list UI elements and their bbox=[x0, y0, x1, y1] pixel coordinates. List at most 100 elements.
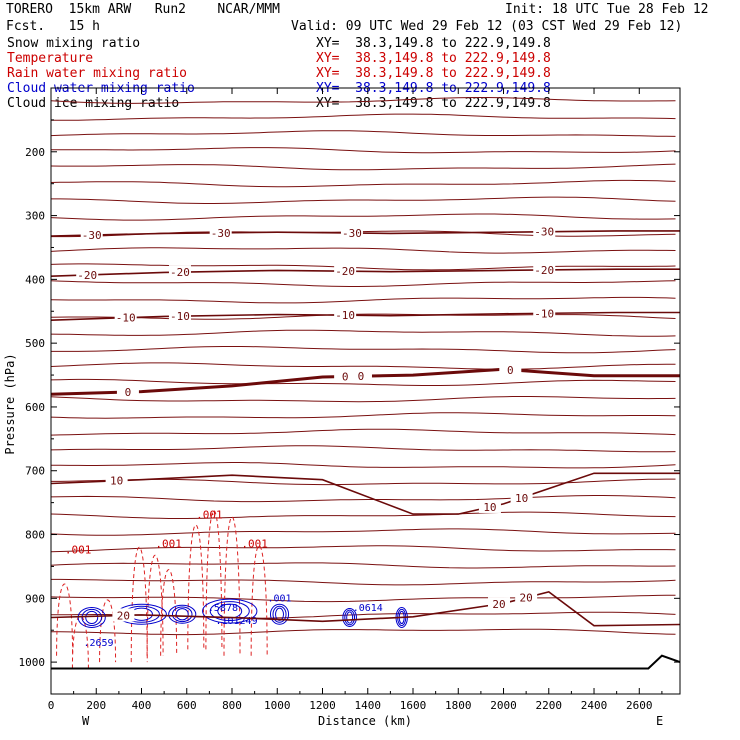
cloud-water-label: .5878 bbox=[208, 603, 238, 614]
legend-temperature-label: Temperature bbox=[7, 51, 94, 66]
isotherm-label-bg bbox=[533, 262, 556, 276]
isotherm-label: 0 bbox=[358, 370, 365, 383]
isotherm-label: 10 bbox=[110, 475, 123, 488]
cloud-water-label: .0614 bbox=[353, 603, 383, 614]
x-tick-label: 2600 bbox=[626, 699, 653, 712]
rain-water-contour bbox=[223, 516, 241, 656]
rain-water-contour bbox=[71, 615, 89, 669]
isotherm-label-bg bbox=[168, 265, 191, 279]
rain-water-contour bbox=[146, 555, 164, 656]
theta-contour-line bbox=[50, 428, 676, 436]
isotherm-label-bg bbox=[105, 473, 128, 487]
cloud-water-contour bbox=[171, 606, 193, 623]
theta-contour-line bbox=[50, 412, 676, 419]
isotherm-label: 20 bbox=[492, 598, 505, 611]
rain-water-contour bbox=[187, 524, 205, 650]
theta-contour-line bbox=[50, 362, 676, 370]
theta-contour-line bbox=[50, 263, 676, 271]
theta-contour-line bbox=[50, 511, 676, 519]
cloud-water-contour bbox=[209, 601, 250, 622]
theta-contour-line bbox=[50, 329, 676, 337]
rain-water-label: .001 bbox=[155, 537, 182, 550]
theta-contour-line bbox=[50, 213, 676, 221]
isotherm-label-bg bbox=[209, 225, 232, 239]
surface-terrain-line bbox=[51, 654, 681, 670]
isotherm-label-bg bbox=[487, 597, 510, 611]
rain-water-contour bbox=[99, 599, 117, 663]
isotherm-label-bg bbox=[114, 310, 137, 324]
isotherm-label-bg bbox=[499, 362, 522, 376]
x-tick-label: 1400 bbox=[355, 699, 382, 712]
isotherm-label-bg bbox=[80, 228, 103, 242]
cloud-water-label: .001 bbox=[267, 594, 291, 605]
theta-contour-line bbox=[50, 594, 676, 603]
x-tick-label: 1000 bbox=[264, 699, 291, 712]
rain-water-contour bbox=[250, 545, 268, 656]
isotherm-label: 0 bbox=[342, 370, 349, 383]
cloud-water-contour bbox=[202, 598, 258, 624]
isotherm-label: 20 bbox=[117, 609, 130, 622]
x-tick-label: 2200 bbox=[536, 699, 563, 712]
legend-rain-label: Rain water mixing ratio bbox=[7, 66, 188, 81]
isotherm-label: 0 bbox=[125, 386, 132, 399]
cloud-water-contour bbox=[342, 607, 357, 627]
x-tick-label: 800 bbox=[222, 699, 242, 712]
plot-frame bbox=[50, 87, 681, 695]
x-tick-label: 600 bbox=[177, 699, 197, 712]
x-tick-label: 400 bbox=[132, 699, 152, 712]
isotherm-label-bg bbox=[76, 267, 99, 281]
forecast-hour: Fcst. 15 h bbox=[6, 19, 100, 34]
theta-contour-line bbox=[50, 280, 676, 287]
isotherm-label-bg bbox=[515, 590, 538, 604]
isotherm-label: -10 bbox=[534, 307, 554, 320]
cloud-water-contour bbox=[85, 610, 99, 625]
isotherm-label: 0 bbox=[507, 364, 514, 377]
cloud-water-contour bbox=[275, 607, 285, 621]
isotherm-label-bg bbox=[533, 224, 556, 238]
isotherm-label: 20 bbox=[520, 592, 533, 605]
theta-contour-line bbox=[50, 179, 676, 188]
model-run-title: TORERO 15km ARW Run2 NCAR/MMM bbox=[6, 2, 280, 17]
isotherm-label-bg bbox=[334, 264, 357, 278]
theta-contour-line bbox=[50, 147, 676, 154]
rain-water-label: .001 bbox=[241, 537, 268, 550]
isotherm-line bbox=[50, 230, 680, 237]
theta-contour-line bbox=[50, 313, 676, 320]
theta-contour-line bbox=[50, 163, 676, 171]
theta-contour-line bbox=[50, 396, 676, 403]
rain-water-label: .001 bbox=[196, 509, 223, 522]
y-tick-label: 900 bbox=[25, 592, 45, 605]
theta-contour-line bbox=[50, 97, 676, 104]
isotherm-label-bg bbox=[168, 309, 191, 323]
valid-time: Valid: 09 UTC Wed 29 Feb 12 (03 CST Wed … bbox=[291, 19, 683, 34]
isotherm-label-bg bbox=[340, 226, 363, 240]
y-axis-label: Pressure (hPa) bbox=[3, 353, 17, 454]
isotherm-line bbox=[50, 311, 680, 321]
isotherm-line bbox=[50, 472, 680, 515]
rain-water-contour bbox=[160, 569, 178, 656]
isotherm-label-bg bbox=[116, 385, 139, 399]
isotherm-line bbox=[50, 591, 681, 627]
isotherm-label: -30 bbox=[534, 226, 554, 239]
theta-contour-line bbox=[51, 628, 676, 636]
east-end-label: E bbox=[656, 714, 663, 728]
theta-contour-line bbox=[50, 545, 676, 553]
rain-water-contour bbox=[56, 583, 74, 656]
y-tick-label: 700 bbox=[25, 465, 45, 478]
isotherm-label: -10 bbox=[335, 309, 355, 322]
west-end-label: W bbox=[82, 714, 90, 728]
x-tick-label: 2400 bbox=[581, 699, 608, 712]
cloud-water-label: .101249 bbox=[215, 616, 257, 627]
cloud-water-contour bbox=[346, 611, 354, 624]
isotherm-label-bg bbox=[510, 490, 533, 504]
legend-temperature-xy: XY= 38.3,149.8 to 222.9,149.8 bbox=[316, 51, 551, 66]
isotherm-label: -20 bbox=[534, 264, 554, 277]
cloud-water-contour bbox=[81, 608, 103, 626]
y-tick-label: 400 bbox=[25, 273, 45, 286]
rain-water-contour bbox=[205, 510, 223, 650]
isotherm-label-bg bbox=[349, 369, 372, 383]
theta-contour-line bbox=[51, 346, 676, 354]
init-time: Init: 18 UTC Tue 28 Feb 12 bbox=[505, 2, 709, 17]
legend-rain-xy: XY= 38.3,149.8 to 222.9,149.8 bbox=[316, 66, 551, 81]
